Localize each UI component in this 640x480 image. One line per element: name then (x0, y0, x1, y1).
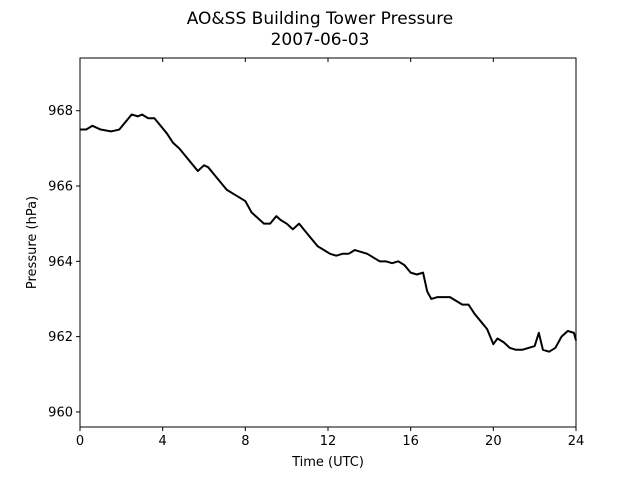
x-axis: 0 4 8 12 16 20 24 (76, 58, 584, 449)
x-tick-label: 12 (320, 434, 337, 449)
x-axis-label: Time (UTC) (291, 455, 364, 470)
y-tick-label: 962 (48, 330, 73, 345)
y-tick-label: 966 (48, 180, 73, 195)
chart-subtitle: 2007-06-03 (271, 30, 370, 50)
pressure-series-line (80, 113, 577, 353)
y-axis: 960 962 964 966 968 (48, 104, 80, 420)
x-tick-label: 20 (485, 434, 502, 449)
y-tick-label: 964 (48, 255, 73, 270)
y-tick-label: 968 (48, 104, 73, 119)
y-tick-label: 960 (48, 405, 73, 420)
y-axis-label: Pressure (hPa) (25, 196, 40, 289)
x-tick-label: 4 (159, 434, 167, 449)
x-tick-label: 24 (568, 434, 585, 449)
x-tick-label: 16 (402, 434, 419, 449)
x-tick-label: 8 (241, 434, 249, 449)
plot-area (80, 58, 576, 427)
chart-title: AO&SS Building Tower Pressure (187, 9, 454, 29)
x-tick-label: 0 (76, 434, 84, 449)
line-layer (80, 113, 577, 353)
